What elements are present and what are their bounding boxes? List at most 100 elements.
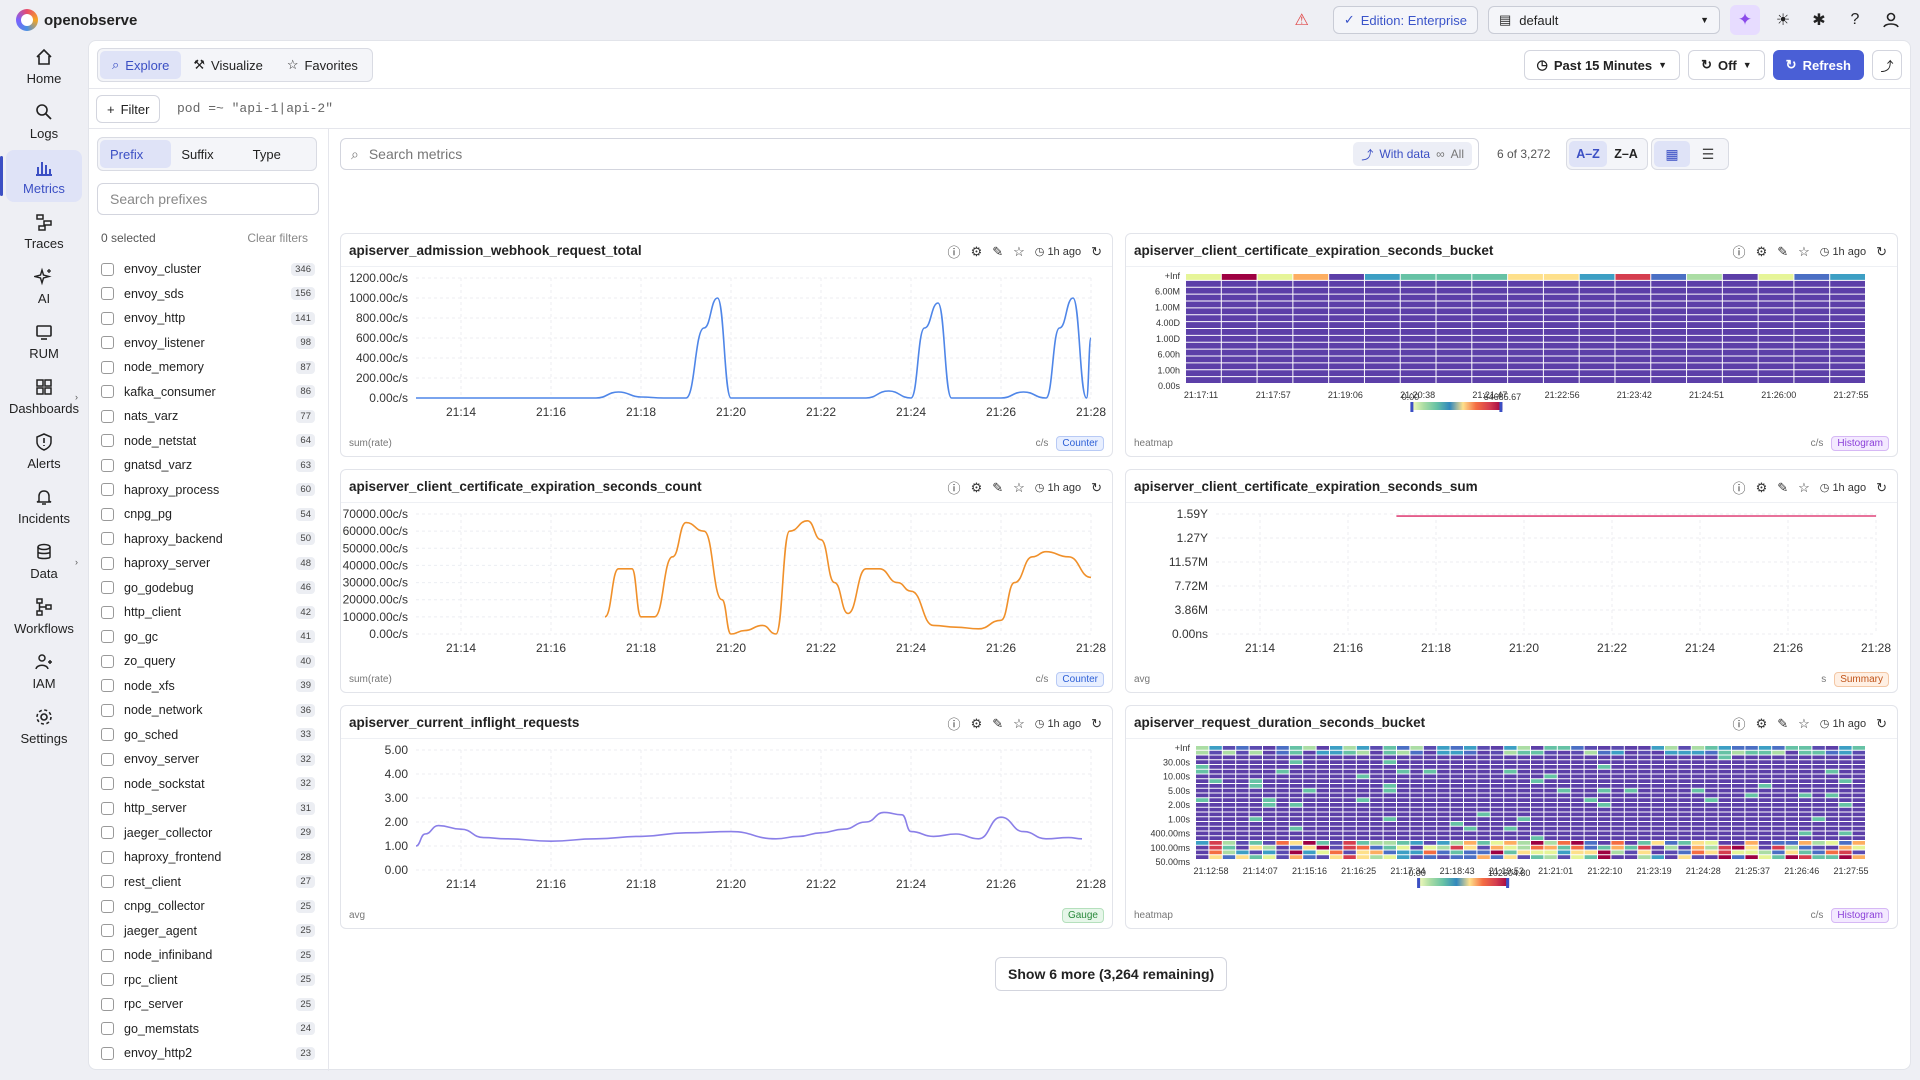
info-icon[interactable]: ⓘ — [1732, 481, 1746, 496]
prefix-item[interactable]: rpc_client 25 — [101, 968, 319, 993]
metric-card[interactable]: apiserver_client_certificate_expiration_… — [1125, 233, 1898, 457]
info-icon[interactable]: ⓘ — [947, 481, 961, 496]
prefix-checkbox[interactable] — [101, 1022, 114, 1036]
prefix-item[interactable]: http_server 31 — [101, 796, 319, 821]
prefix-checkbox[interactable] — [101, 262, 114, 276]
star-icon[interactable]: ☆ — [1013, 479, 1025, 495]
list-view-icon[interactable]: ☰ — [1701, 145, 1715, 162]
grid-view-icon[interactable]: ▦ — [1654, 141, 1690, 167]
star-icon[interactable]: ☆ — [1798, 243, 1810, 259]
tab-explore[interactable]: ⌕ Explore — [100, 51, 182, 79]
prefix-item[interactable]: go_memstats 24 — [101, 1017, 319, 1042]
refresh-button[interactable]: ↻ Refresh — [1772, 50, 1864, 80]
prefix-checkbox[interactable] — [101, 532, 114, 546]
prefix-item[interactable]: envoy_sds 156 — [101, 282, 319, 307]
prefix-checkbox[interactable] — [101, 287, 114, 301]
prefix-checkbox[interactable] — [101, 1046, 114, 1060]
refresh-icon[interactable]: ↻ — [1876, 715, 1887, 731]
warning-icon[interactable]: ⚠ — [1294, 12, 1309, 29]
prefix-item[interactable]: jaeger_collector 29 — [101, 821, 319, 846]
help-icon[interactable]: ? — [1850, 11, 1860, 28]
edit-icon[interactable]: ✎ — [992, 243, 1004, 259]
metric-card[interactable]: apiserver_request_duration_seconds_bucke… — [1125, 705, 1898, 929]
prefix-checkbox[interactable] — [101, 409, 114, 423]
prefix-checkbox[interactable] — [101, 973, 114, 987]
tab-prefix[interactable]: Prefix — [100, 140, 172, 168]
prefix-item[interactable]: zo_query 40 — [101, 649, 319, 674]
clear-filters-button[interactable]: Clear filters — [247, 231, 308, 245]
info-icon[interactable]: ⓘ — [947, 245, 961, 260]
metric-card[interactable]: apiserver_client_certificate_expiration_… — [340, 469, 1113, 693]
settings-icon[interactable]: ⚙ — [970, 715, 983, 731]
prefix-item[interactable]: node_netstat 64 — [101, 429, 319, 454]
tab-favorites[interactable]: ☆ Favorites — [286, 57, 358, 73]
nav-item-home[interactable]: Home — [6, 40, 82, 92]
prefix-checkbox[interactable] — [101, 924, 114, 938]
prefix-item[interactable]: go_sched 33 — [101, 723, 319, 748]
prefix-item[interactable]: envoy_listener 98 — [101, 331, 319, 356]
info-icon[interactable]: ⓘ — [1732, 717, 1746, 732]
prefix-checkbox[interactable] — [101, 360, 114, 374]
prefix-item[interactable]: kafka_consumer 86 — [101, 380, 319, 405]
prefix-item[interactable]: haproxy_process 60 — [101, 478, 319, 503]
prefix-item[interactable]: http_client 42 — [101, 600, 319, 625]
prefix-checkbox[interactable] — [101, 679, 114, 693]
prefix-checkbox[interactable] — [101, 997, 114, 1011]
nav-item-dashboards[interactable]: Dashboards › — [6, 370, 82, 422]
theme-toggle-icon[interactable]: ☀ — [1775, 12, 1791, 29]
prefix-checkbox[interactable] — [101, 826, 114, 840]
ai-assistant-button[interactable]: ✦ — [1730, 5, 1760, 35]
prefix-checkbox[interactable] — [101, 385, 114, 399]
prefix-checkbox[interactable] — [101, 875, 114, 889]
prefix-checkbox[interactable] — [101, 311, 114, 325]
prefix-checkbox[interactable] — [101, 654, 114, 668]
prefix-checkbox[interactable] — [101, 507, 114, 521]
with-data-toggle[interactable]: With data — [1379, 147, 1431, 161]
prefix-item[interactable]: go_godebug 46 — [101, 576, 319, 601]
prefix-item[interactable]: jaeger_agent 25 — [101, 919, 319, 944]
edit-icon[interactable]: ✎ — [1777, 479, 1789, 495]
edit-icon[interactable]: ✎ — [992, 715, 1004, 731]
settings-icon[interactable]: ⚙ — [1755, 715, 1768, 731]
prefix-item[interactable]: node_memory 87 — [101, 355, 319, 380]
star-icon[interactable]: ☆ — [1013, 715, 1025, 731]
prefix-checkbox[interactable] — [101, 336, 114, 350]
nav-item-metrics[interactable]: Metrics — [0, 150, 82, 202]
prefix-item[interactable]: haproxy_backend 50 — [101, 527, 319, 552]
settings-icon[interactable]: ⚙ — [970, 479, 983, 495]
prefix-item[interactable]: node_xfs 39 — [101, 674, 319, 699]
refresh-icon[interactable]: ↻ — [1876, 479, 1887, 495]
prefix-item[interactable]: envoy_http2 23 — [101, 1041, 319, 1066]
prefix-checkbox[interactable] — [101, 850, 114, 864]
info-icon[interactable]: ⓘ — [1732, 245, 1746, 260]
refresh-icon[interactable]: ↻ — [1091, 479, 1102, 495]
app-logo[interactable]: openobserve — [16, 9, 137, 31]
nav-item-traces[interactable]: Traces — [6, 205, 82, 257]
metric-card[interactable]: apiserver_current_inflight_requests ⓘ ⚙ ✎ ☆ ◷… — [340, 705, 1113, 929]
prefix-item[interactable]: haproxy_server 48 — [101, 551, 319, 576]
prefix-search-input[interactable]: Search prefixes — [97, 183, 319, 215]
prefix-checkbox[interactable] — [101, 899, 114, 913]
star-icon[interactable]: ☆ — [1013, 243, 1025, 259]
nav-item-ai[interactable]: AI — [6, 260, 82, 312]
prefix-item[interactable]: node_network 36 — [101, 698, 319, 723]
prefix-checkbox[interactable] — [101, 728, 114, 742]
prefix-checkbox[interactable] — [101, 581, 114, 595]
slack-icon[interactable]: ✱ — [1812, 12, 1826, 29]
tab-suffix[interactable]: Suffix — [181, 146, 214, 162]
refresh-icon[interactable]: ↻ — [1091, 243, 1102, 259]
prefix-item[interactable]: go_gc 41 — [101, 625, 319, 650]
nav-item-settings[interactable]: Settings — [6, 700, 82, 752]
prefix-item[interactable]: cnpg_collector 25 — [101, 894, 319, 919]
nav-item-data[interactable]: Data › — [6, 535, 82, 587]
prefix-item[interactable]: node_infiniband 25 — [101, 943, 319, 968]
prefix-checkbox[interactable] — [101, 605, 114, 619]
tab-type[interactable]: Type — [252, 146, 281, 162]
prefix-item[interactable]: haproxy_frontend 28 — [101, 845, 319, 870]
prefix-checkbox[interactable] — [101, 752, 114, 766]
nav-item-logs[interactable]: Logs — [6, 95, 82, 147]
user-icon[interactable] — [1878, 7, 1904, 33]
prefix-item[interactable]: rpc_server 25 — [101, 992, 319, 1017]
prefix-checkbox[interactable] — [101, 458, 114, 472]
star-icon[interactable]: ☆ — [1798, 479, 1810, 495]
